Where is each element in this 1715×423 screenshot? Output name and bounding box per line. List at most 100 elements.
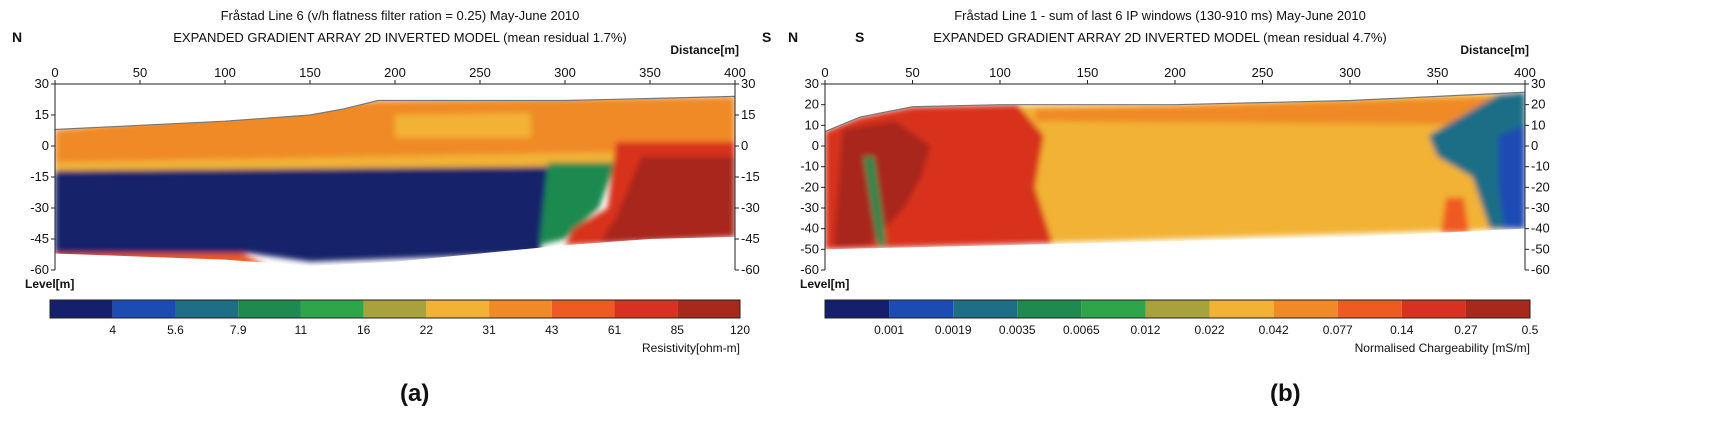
zone-east-conductive-edge xyxy=(539,162,616,246)
y-tick-label-right: 15 xyxy=(741,107,755,122)
y-tick-label-right: 0 xyxy=(741,138,748,153)
y-tick-label-left: 10 xyxy=(805,117,819,132)
colorbar-segment xyxy=(1017,300,1082,318)
colorbar-tick-label: 16 xyxy=(357,323,371,337)
zone-west-core xyxy=(833,121,930,248)
direction-left-label: N xyxy=(788,29,798,45)
colorbar-tick-label: 0.022 xyxy=(1195,323,1225,337)
colorbar-segment xyxy=(300,300,364,318)
y-tick-label-right: -10 xyxy=(1531,159,1550,174)
chart-title-line2: EXPANDED GRADIENT ARRAY 2D INVERTED MODE… xyxy=(933,30,1386,45)
chart-svg-a: Fråstad Line 6 (v/h flatness filter rati… xyxy=(12,8,771,355)
colorbar-tick-label: 43 xyxy=(545,323,559,337)
colorbar-segment xyxy=(363,300,427,318)
surface-line xyxy=(54,95,736,131)
colorbar-segment xyxy=(426,300,490,318)
y-tick-label-right: -60 xyxy=(741,262,760,277)
y-tick-label-right: -60 xyxy=(1531,262,1550,277)
y-tick-label-right: -45 xyxy=(741,231,760,246)
y-tick-label-left: 30 xyxy=(805,76,819,91)
x-tick-label: 150 xyxy=(1077,65,1099,80)
y-tick-label-right: 30 xyxy=(1531,76,1545,91)
colorbar xyxy=(824,299,1531,319)
x-tick-label: 50 xyxy=(133,65,147,80)
colorbar-tick-label: 7.9 xyxy=(230,323,247,337)
y-tick-label-left: -60 xyxy=(800,262,819,277)
chart-title-line1: Fråstad Line 1 - sum of last 6 IP window… xyxy=(954,8,1366,23)
colorbar xyxy=(49,299,741,319)
colorbar-label: Resistivity[ohm-m] xyxy=(642,341,740,355)
x-tick-label: 250 xyxy=(1252,65,1274,80)
zone-east-high xyxy=(1441,197,1469,233)
zone-near-surface-yellow xyxy=(395,112,531,138)
zone-conductive-body xyxy=(55,166,557,262)
zone-east-core xyxy=(1498,125,1525,229)
y-tick-label-left: -20 xyxy=(800,179,819,194)
x-tick-label: 100 xyxy=(214,65,236,80)
y-tick-label-left: -30 xyxy=(30,200,49,215)
x-tick-label: 250 xyxy=(469,65,491,80)
colorbar-tick-label: 0.5 xyxy=(1522,323,1539,337)
y-tick-label-left: 20 xyxy=(805,97,819,112)
y-tick-label-left: -10 xyxy=(800,159,819,174)
colorbar-segment xyxy=(238,300,301,318)
colorbar-tick-label: 11 xyxy=(295,323,308,337)
colorbar-tick-label: 85 xyxy=(671,323,685,337)
colorbar-segment xyxy=(1273,300,1338,318)
y-tick-label-right: 0 xyxy=(1531,138,1538,153)
colorbar-frame xyxy=(49,299,741,319)
y-tick-label-right: 20 xyxy=(1531,97,1545,112)
colorbar-segment xyxy=(1209,300,1274,318)
zone-west-dike xyxy=(863,156,887,246)
x-tick-label: 0 xyxy=(821,65,828,80)
colorbar-tick-label: 0.27 xyxy=(1454,323,1478,337)
x-tick-label: 150 xyxy=(299,65,321,80)
y-tick-label-right: 30 xyxy=(741,76,755,91)
colorbar-segment xyxy=(112,300,176,318)
y-tick-label-right: -50 xyxy=(1531,241,1550,256)
x-axis-label: Distance[m] xyxy=(1460,43,1529,57)
colorbar-segment xyxy=(677,300,740,318)
colorbar-tick-label: 0.012 xyxy=(1130,323,1160,337)
caption-a: (a) xyxy=(400,380,430,407)
direction-right-label: S xyxy=(855,29,864,45)
x-axis-label: Distance[m] xyxy=(670,43,739,57)
zone-orange-band xyxy=(1035,96,1525,126)
x-tick-label: 300 xyxy=(554,65,576,80)
y-axis-label: Level[m] xyxy=(800,277,849,291)
colorbar-segment xyxy=(1081,300,1146,318)
colorbar-tick-label: 31 xyxy=(482,323,496,337)
x-tick-label: 100 xyxy=(989,65,1011,80)
colorbar-segment xyxy=(489,300,552,318)
colorbar-tick-label: 0.001 xyxy=(874,323,904,337)
y-tick-label-right: 10 xyxy=(1531,117,1545,132)
colorbar-tick-label: 120 xyxy=(730,323,750,337)
direction-right-label: S xyxy=(762,29,771,45)
colorbar-tick-label: 0.14 xyxy=(1390,323,1414,337)
colorbar-segment xyxy=(889,300,954,318)
chart-panel-a: Fråstad Line 6 (v/h flatness filter rati… xyxy=(12,8,771,355)
colorbar-segment xyxy=(175,300,239,318)
y-tick-label-left: -60 xyxy=(30,262,49,277)
colorbar-frame xyxy=(824,299,1531,319)
colorbar-segment xyxy=(1401,300,1466,318)
colorbar-segment xyxy=(953,300,1018,318)
colorbar-tick-label: 4 xyxy=(109,323,116,337)
x-tick-label: 50 xyxy=(905,65,919,80)
x-tick-label: 200 xyxy=(384,65,406,80)
chart-title-line1: Fråstad Line 6 (v/h flatness filter rati… xyxy=(221,8,580,23)
zone-east-resistive-core xyxy=(599,156,735,244)
y-tick-label-left: -15 xyxy=(30,169,49,184)
colorbar-tick-label: 0.0065 xyxy=(1063,323,1100,337)
surface-line xyxy=(824,91,1526,133)
y-tick-label-right: -15 xyxy=(741,169,760,184)
x-tick-label: 350 xyxy=(639,65,661,80)
colorbar-tick-label: 0.077 xyxy=(1323,323,1353,337)
colorbar-tick-label: 0.0019 xyxy=(935,323,972,337)
caption-b: (b) xyxy=(1270,380,1301,407)
y-tick-label-right: -30 xyxy=(741,200,760,215)
y-tick-label-left: 30 xyxy=(35,76,49,91)
colorbar-tick-label: 22 xyxy=(420,323,434,337)
colorbar-tick-label: 5.6 xyxy=(167,323,184,337)
